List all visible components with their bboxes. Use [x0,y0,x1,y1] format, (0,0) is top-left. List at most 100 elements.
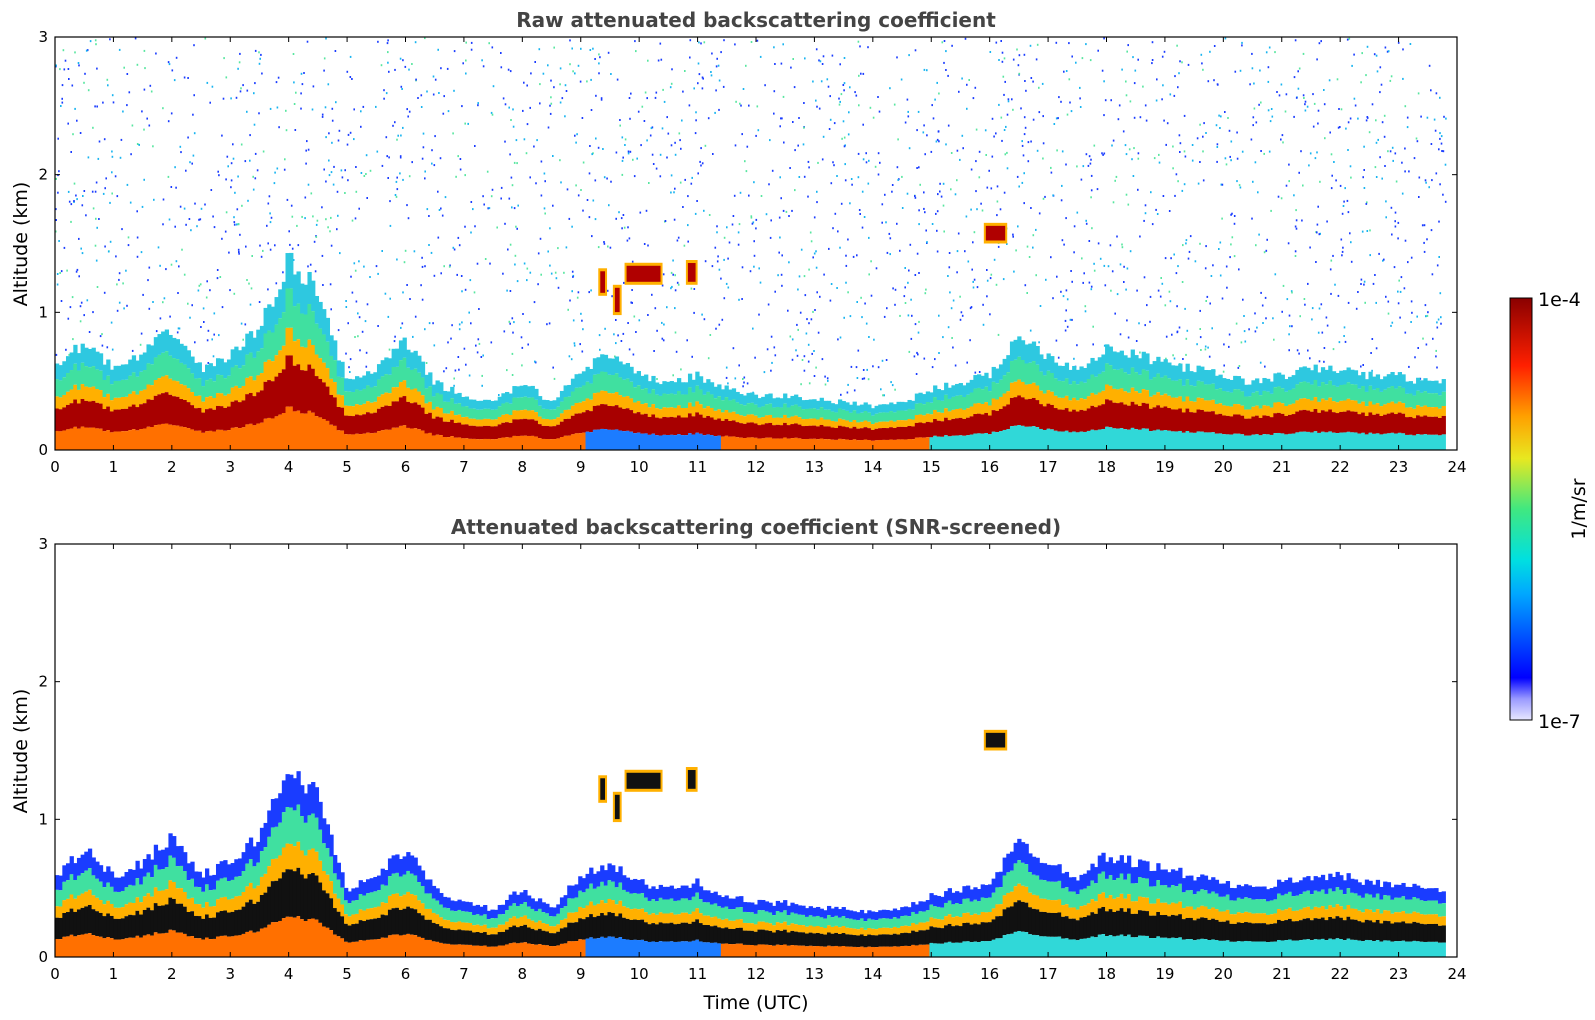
backscatter-cell [468,399,473,409]
backscatter-cell [58,431,63,450]
noise-speckle [827,379,829,382]
noise-speckle [1252,124,1254,127]
backscatter-cell [146,854,151,873]
noise-speckle [175,260,178,263]
noise-speckle [534,361,537,364]
backscatter-cell [417,391,422,405]
backscatter-cell [336,394,341,408]
backscatter-cell [402,425,407,450]
backscatter-cell [340,407,345,431]
backscatter-cell [1258,383,1263,396]
backscatter-cell [106,375,111,394]
noise-speckle [292,53,295,55]
noise-speckle [846,391,849,394]
noise-speckle [544,180,546,183]
noise-speckle [60,300,63,302]
backscatter-cell [219,393,224,407]
backscatter-cell [1203,411,1209,433]
noise-speckle [1174,75,1176,78]
noise-speckle [1224,157,1227,160]
noise-speckle [1150,191,1152,194]
backscatter-cell [585,366,590,382]
backscatter-cell [1127,357,1132,375]
backscatter-cell [234,400,239,428]
noise-speckle [84,72,86,75]
backscatter-cell [139,937,144,957]
noise-speckle [878,110,881,113]
noise-speckle [1293,115,1295,118]
noise-speckle [1260,150,1262,152]
backscatter-cell [161,890,166,906]
noise-speckle [778,216,781,219]
noise-speckle [996,185,999,188]
noise-speckle [1101,152,1103,155]
noise-speckle [571,47,573,50]
noise-speckle [381,164,384,167]
backscatter-cell [1196,431,1201,450]
backscatter-cell [1178,363,1183,380]
backscatter-cell [289,406,294,450]
noise-speckle [779,176,781,179]
noise-speckle [924,292,927,295]
noise-speckle [1351,64,1353,67]
noise-speckle [74,107,76,110]
backscatter-cell [289,355,294,407]
noise-speckle [922,131,925,134]
backscatter-cell [914,437,920,450]
noise-speckle [867,182,870,185]
noise-speckle [406,284,408,286]
noise-speckle [654,96,657,99]
backscatter-cell [1331,432,1337,450]
noise-speckle [96,67,98,70]
backscatter-cell [647,407,652,417]
backscatter-cell [322,871,327,891]
backscatter-cell [1097,357,1102,374]
backscatter-cell [1134,404,1139,430]
noise-speckle [732,347,735,350]
noise-speckle [1103,152,1106,155]
noise-speckle [95,181,98,184]
noise-speckle [85,49,88,52]
backscatter-cell [300,370,305,414]
noise-speckle [988,169,990,172]
backscatter-cell [453,911,459,923]
backscatter-cell [194,886,199,904]
backscatter-cell [1090,405,1095,430]
backscatter-cell [1035,364,1040,386]
backscatter-cell [1134,355,1139,373]
noise-speckle [1203,122,1205,125]
noise-speckle [396,176,398,179]
panel-screened-title: Attenuated backscattering coefficient (S… [451,515,1061,539]
noise-speckle [403,261,406,264]
backscatter-cell [574,403,579,414]
noise-speckle [1238,184,1241,187]
backscatter-cell [340,938,345,957]
backscatter-cell [230,879,235,899]
backscatter-cell [369,387,374,403]
noise-speckle [1111,144,1113,147]
noise-speckle [1055,339,1058,342]
backscatter-cell [640,404,645,415]
backscatter-cell [1273,413,1278,434]
noise-speckle [843,316,845,319]
noise-speckle [136,63,139,66]
backscatter-cell [578,402,583,414]
backscatter-cell [633,387,638,403]
backscatter-cell [1141,369,1146,390]
backscatter-cell [698,404,704,415]
backscatter-cell [245,424,250,450]
noise-speckle [1265,249,1268,252]
backscatter-cell [91,875,96,896]
backscatter-cell [973,433,978,450]
noise-speckle [672,273,674,276]
noise-speckle [1239,69,1242,72]
noise-speckle [1348,37,1351,40]
backscatter-cell [1342,384,1348,401]
backscatter-cell [109,400,115,412]
backscatter-cell [76,909,82,936]
backscatter-cell [1097,405,1102,430]
noise-speckle [461,105,463,108]
noise-speckle [836,175,838,177]
backscatter-cell [537,438,543,450]
backscatter-cell [344,923,349,942]
